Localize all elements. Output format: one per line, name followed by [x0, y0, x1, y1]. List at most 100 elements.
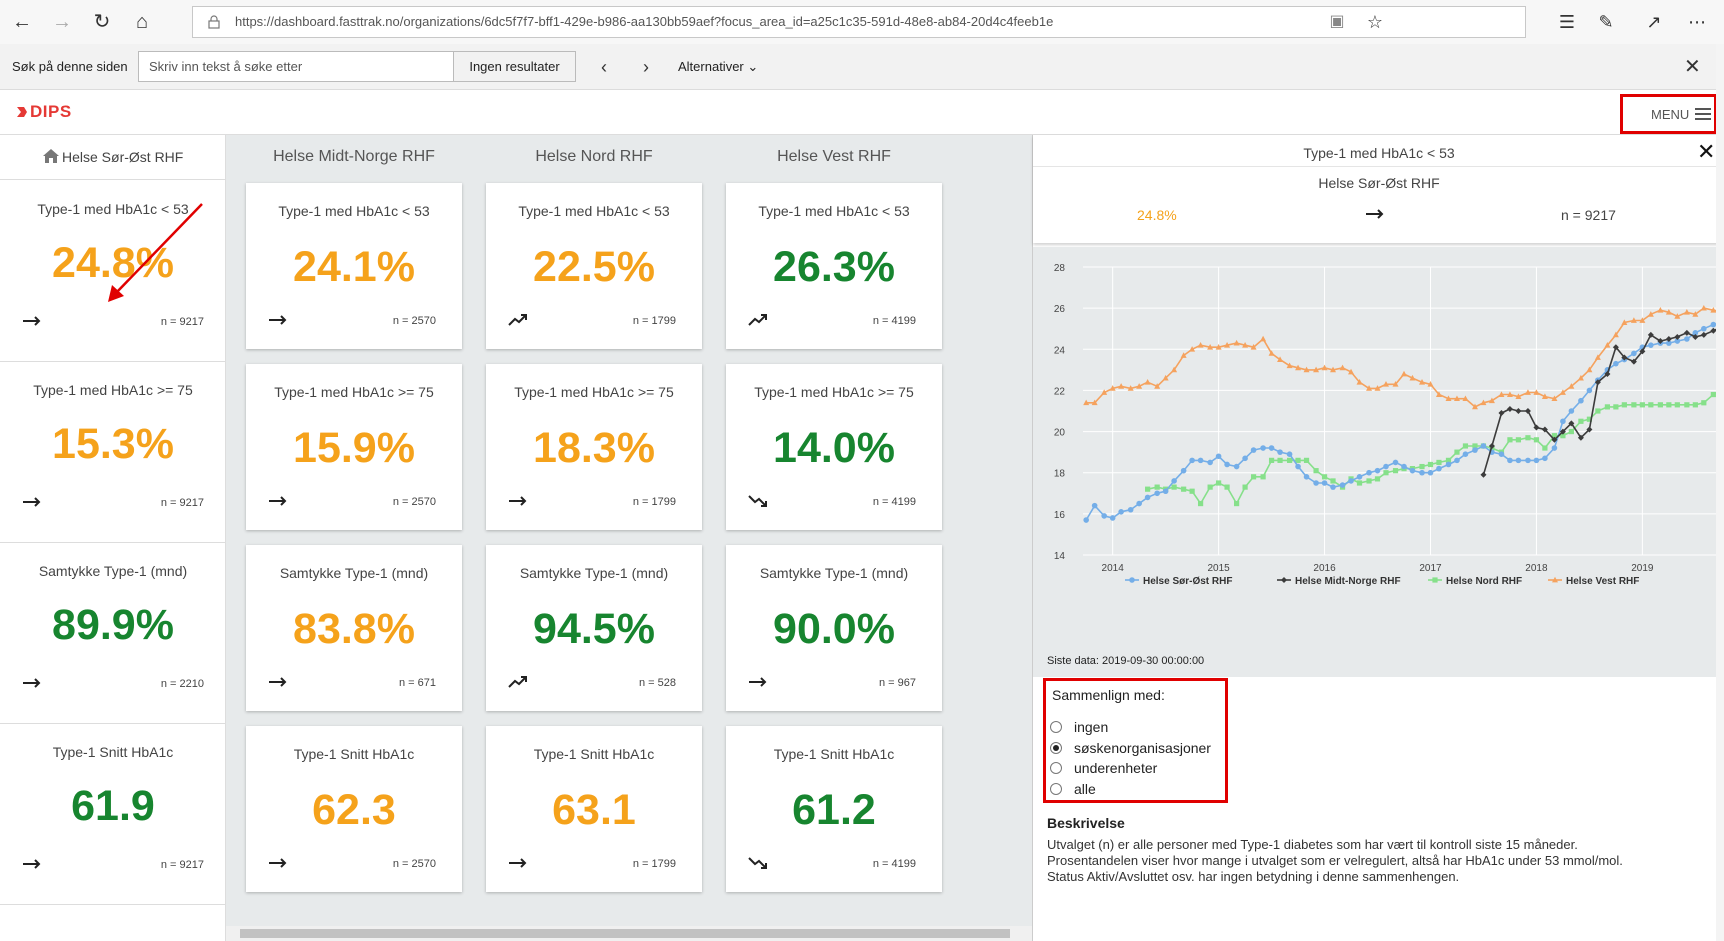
- right-edge-scrollbar[interactable]: [1716, 44, 1724, 941]
- organization-column-header[interactable]: Helse Nord RHF: [535, 148, 653, 165]
- kpi-card[interactable]: Type-1 med HbA1c >= 75 15.3% n = 9217: [0, 362, 226, 543]
- data-point: [1207, 344, 1214, 350]
- data-point: [1595, 408, 1601, 414]
- data-point: [1197, 341, 1204, 348]
- data-point: [1533, 424, 1540, 431]
- trend-up-icon: [748, 314, 767, 326]
- kpi-card[interactable]: Type-1 med HbA1c >= 75 18.3% n = 1799: [486, 364, 702, 530]
- data-point: [1692, 330, 1699, 336]
- data-point: [1630, 358, 1637, 365]
- kpi-card[interactable]: Type-1 med HbA1c < 53 26.3% n = 4199: [726, 183, 942, 349]
- data-point: [1621, 354, 1628, 361]
- lock-icon: [208, 15, 220, 29]
- data-point: [1083, 399, 1090, 406]
- close-find-icon[interactable]: ✕: [1684, 56, 1701, 78]
- data-point: [1383, 470, 1389, 476]
- kpi-card[interactable]: Type-1 Snitt HbA1c 62.3 n = 2570: [246, 726, 462, 892]
- kpi-card[interactable]: Samtykke Type-1 (mnd) 89.9% n = 2210: [0, 543, 226, 724]
- data-point: [1445, 457, 1452, 463]
- kpi-value: 62.3: [312, 786, 396, 834]
- kpi-card[interactable]: Type-1 Snitt HbA1c 61.2 n = 4199: [726, 726, 942, 892]
- data-point: [1286, 362, 1293, 369]
- data-point: [1224, 484, 1230, 490]
- compare-options: Sammenlign med: ingen søskenorganisasjone…: [1043, 678, 1228, 803]
- data-point: [1488, 397, 1495, 404]
- kpi-card[interactable]: Samtykke Type-1 (mnd) 90.0% n = 967: [726, 545, 942, 711]
- favorite-star-icon[interactable]: ☆: [1366, 12, 1384, 32]
- kpi-count: n = 967: [878, 677, 916, 689]
- data-point: [1506, 391, 1513, 397]
- data-point: [1683, 309, 1690, 315]
- trend-flat-icon: [509, 496, 527, 506]
- own-organization-column: Helse Sør-Øst RHF Type-1 med HbA1c < 53 2…: [0, 135, 226, 941]
- kpi-title: Type-1 Snitt HbA1c: [773, 746, 895, 762]
- kpi-card[interactable]: Type-1 med HbA1c >= 75 14.0% n = 4199: [726, 364, 942, 530]
- trend-down-icon: [748, 495, 767, 507]
- close-icon[interactable]: ✕: [1697, 139, 1716, 164]
- dips-logo[interactable]: DIPS: [16, 102, 72, 122]
- refresh-icon[interactable]: ↻: [93, 11, 111, 33]
- data-point: [1710, 327, 1717, 334]
- kpi-value: 61.2: [792, 786, 876, 834]
- radio-button[interactable]: [1050, 762, 1062, 774]
- data-point: [1560, 433, 1566, 439]
- organization-column-header[interactable]: Helse Vest RHF: [777, 148, 891, 165]
- data-point: [1260, 474, 1266, 480]
- data-point: [1268, 350, 1275, 356]
- compare-option-label: ingen: [1074, 719, 1109, 735]
- legend-marker: [1129, 577, 1135, 583]
- own-organization-header[interactable]: Helse Sør-Øst RHF: [0, 135, 226, 180]
- data-point: [1366, 469, 1372, 476]
- kpi-card[interactable]: Type-1 Snitt HbA1c 61.9 n = 9217: [0, 724, 226, 905]
- kpi-card[interactable]: Type-1 med HbA1c < 53 24.8% n = 9217: [0, 181, 226, 362]
- data-point: [1577, 434, 1584, 441]
- detail-title: Type-1 med HbA1c < 53: [1303, 145, 1455, 161]
- data-point: [1533, 389, 1540, 395]
- organization-column-header[interactable]: Helse Midt-Norge RHF: [273, 148, 435, 165]
- kpi-card[interactable]: Type-1 med HbA1c < 53 24.1% n = 2570: [246, 183, 462, 349]
- kpi-card[interactable]: Type-1 med HbA1c < 53 22.5% n = 1799: [486, 183, 702, 349]
- find-bar: Søk på denne siden Ingen resultater ‹ › …: [0, 44, 1724, 90]
- data-point: [1101, 513, 1107, 519]
- menu-button[interactable]: MENU: [1620, 94, 1717, 134]
- scrollbar-thumb[interactable]: [240, 929, 1010, 938]
- data-point: [1472, 443, 1478, 449]
- kpi-card[interactable]: Samtykke Type-1 (mnd) 94.5% n = 528: [486, 545, 702, 711]
- share-icon[interactable]: ↗: [1646, 12, 1662, 32]
- data-point: [1568, 408, 1575, 414]
- data-point: [1445, 395, 1452, 402]
- radio-button[interactable]: [1050, 741, 1062, 754]
- data-point: [1392, 468, 1399, 474]
- horizontal-scrollbar[interactable]: [226, 926, 1032, 941]
- kpi-card[interactable]: Type-1 Snitt HbA1c 63.1 n = 1799: [486, 726, 702, 892]
- data-point: [1382, 381, 1389, 387]
- home-browser-icon[interactable]: ⌂: [135, 11, 149, 33]
- kpi-card[interactable]: Type-1 med HbA1c >= 75 15.9% n = 2570: [246, 364, 462, 530]
- radio-button[interactable]: [1050, 721, 1062, 733]
- data-point: [1524, 389, 1531, 395]
- data-point: [1648, 402, 1654, 408]
- data-point: [1525, 457, 1531, 464]
- kpi-card[interactable]: Samtykke Type-1 (mnd) 83.8% n = 671: [246, 545, 462, 711]
- find-options-dropdown[interactable]: Alternativer ⌄: [678, 59, 758, 75]
- data-point: [1427, 469, 1434, 476]
- data-point: [1162, 488, 1169, 495]
- more-icon[interactable]: ⋯: [1688, 12, 1706, 32]
- reading-view-icon[interactable]: ▣: [1329, 13, 1345, 30]
- pen-icon[interactable]: ✎: [1598, 12, 1614, 32]
- find-next-icon[interactable]: ›: [643, 57, 649, 77]
- favorites-list-icon[interactable]: ☰: [1558, 12, 1576, 32]
- y-tick-label: 22: [1054, 386, 1066, 397]
- forward-icon[interactable]: →: [52, 11, 72, 33]
- address-bar[interactable]: https://dashboard.fasttrak.no/organizati…: [192, 6, 1526, 38]
- find-prev-icon[interactable]: ‹: [601, 57, 607, 77]
- data-point: [1488, 442, 1495, 449]
- find-input[interactable]: [138, 51, 454, 82]
- back-icon[interactable]: ←: [12, 11, 32, 33]
- data-point: [1551, 445, 1558, 451]
- radio-button[interactable]: [1050, 782, 1062, 795]
- data-point: [1674, 402, 1680, 408]
- data-point: [1083, 517, 1089, 523]
- data-point: [1701, 400, 1707, 406]
- data-point: [1207, 459, 1213, 466]
